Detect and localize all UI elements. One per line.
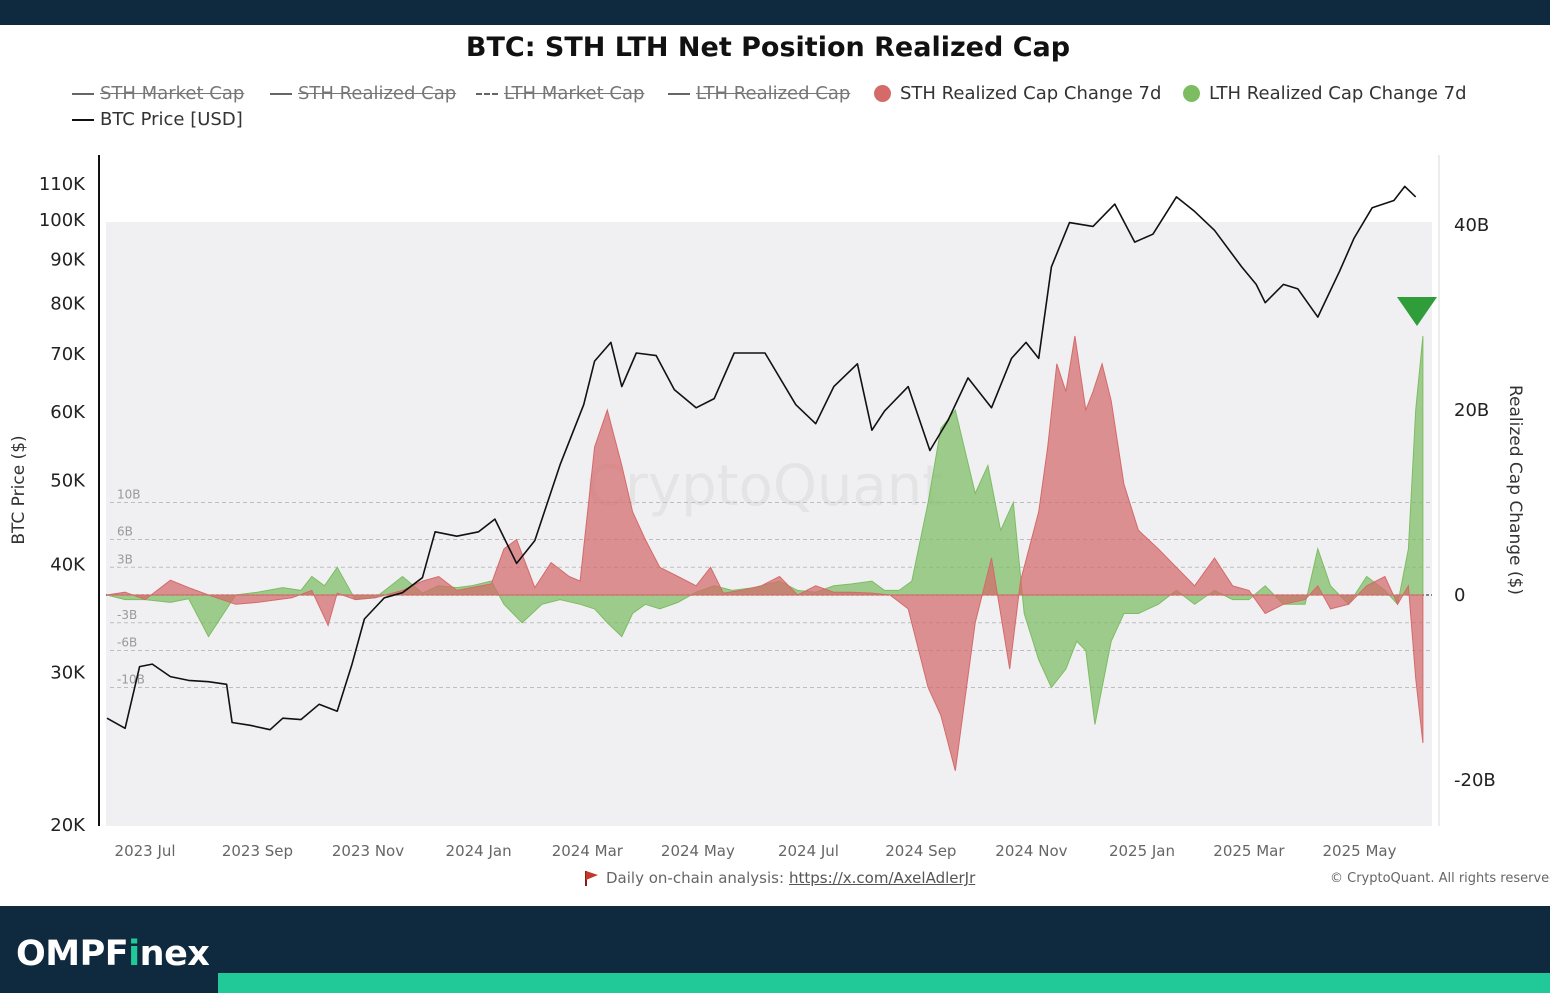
- left-tick-label: 70K: [50, 344, 86, 365]
- x-tick-label: 2024 Jan: [446, 842, 512, 860]
- legend-lth-realized-cap[interactable]: LTH Realized Cap: [668, 83, 850, 104]
- reference-line-label: 6B: [117, 525, 133, 539]
- legend-line-icon: [72, 118, 94, 121]
- top-banner: [0, 0, 1550, 25]
- legend-dashed-line-icon: [476, 92, 498, 95]
- legend-label: STH Realized Cap Change 7d: [900, 83, 1162, 104]
- price-series: [106, 185, 1417, 731]
- legend-sth-realized-cap-change[interactable]: STH Realized Cap Change 7d: [874, 83, 1161, 104]
- right-axis-label: Realized Cap Change ($): [1505, 385, 1525, 595]
- x-tick-label: 2023 Nov: [332, 842, 404, 860]
- legend-line-icon: [270, 92, 292, 95]
- legend-btc-price[interactable]: BTC Price [USD]: [72, 109, 243, 130]
- reference-line-label: 10B: [117, 488, 141, 502]
- left-tick-label: 110K: [39, 174, 86, 195]
- legend-dot-icon: [874, 85, 891, 102]
- legend-label: BTC Price [USD]: [100, 109, 243, 130]
- chart-title: BTC: STH LTH Net Position Realized Cap: [465, 32, 1071, 63]
- copyright-text: © CryptoQuant. All rights reserved: [1330, 871, 1550, 886]
- left-tick-label: 100K: [39, 210, 86, 231]
- legend-label: STH Realized Cap: [298, 83, 457, 104]
- x-tick-label: 2024 May: [661, 842, 735, 860]
- reference-line-label: -6B: [117, 636, 137, 650]
- right-tick-label: -20B: [1454, 770, 1496, 791]
- btc-price-line: [106, 185, 1417, 731]
- x-tick-label: 2024 Mar: [552, 842, 624, 860]
- legend-label: STH Market Cap: [100, 83, 245, 104]
- down-arrow-marker-icon: [1397, 297, 1437, 326]
- reference-line-label: 3B: [117, 552, 133, 566]
- legend-line-icon: [72, 92, 94, 95]
- x-tick-label: 2025 May: [1323, 842, 1397, 860]
- x-tick-label: 2024 Sep: [885, 842, 956, 860]
- x-tick-label: 2023 Jul: [115, 842, 176, 860]
- legend-sth-market-cap[interactable]: STH Market Cap: [72, 83, 244, 104]
- footer-note-link[interactable]: https://x.com/AxelAdlerJr: [789, 869, 976, 887]
- chart-canvas: CryptoQuant 10B 6B 3B -3B -6B -10B 20K 30K 40K 5…: [9, 155, 1525, 860]
- legend-lth-market-cap[interactable]: LTH Market Cap: [476, 83, 644, 104]
- area-series: [106, 335, 1424, 771]
- legend-label: LTH Realized Cap: [696, 83, 851, 104]
- right-tick-label: 0: [1454, 585, 1465, 606]
- legend-label: LTH Market Cap: [504, 83, 645, 104]
- reference-line-label: -10B: [117, 673, 145, 687]
- left-tick-label: 60K: [50, 402, 86, 423]
- x-tick-label: 2025 Jan: [1109, 842, 1175, 860]
- x-axis-ticks: 2023 Jul 2023 Sep 2023 Nov 2024 Jan 2024 Mar…: [115, 842, 1397, 860]
- legend-dot-icon: [1183, 85, 1200, 102]
- plot-area: [106, 222, 1432, 826]
- legend-lth-realized-cap-change[interactable]: LTH Realized Cap Change 7d: [1183, 83, 1467, 104]
- legend-label: LTH Realized Cap Change 7d: [1209, 83, 1467, 104]
- bottom-accent-strip: [218, 973, 1550, 993]
- flag-icon: [585, 871, 598, 886]
- x-tick-label: 2025 Mar: [1213, 842, 1285, 860]
- right-tick-label: 20B: [1454, 400, 1489, 421]
- left-tick-label: 90K: [50, 249, 86, 270]
- right-tick-label: 40B: [1454, 215, 1489, 236]
- left-axis-label: BTC Price ($): [9, 435, 29, 544]
- left-tick-label: 80K: [50, 294, 86, 315]
- footer-note-label: Daily on-chain analysis:: [606, 869, 784, 887]
- watermark-text: CryptoQuant: [586, 454, 944, 519]
- x-tick-label: 2024 Nov: [995, 842, 1067, 860]
- left-tick-label: 30K: [50, 663, 86, 684]
- sth-area: [106, 335, 1424, 771]
- left-tick-label: 40K: [50, 554, 86, 575]
- reference-line-label: -3B: [117, 608, 137, 622]
- x-tick-label: 2023 Sep: [222, 842, 293, 860]
- x-tick-label: 2024 Jul: [778, 842, 839, 860]
- right-axis-ticks: 40B 20B 0 -20B: [1454, 215, 1496, 791]
- legend-line-icon: [668, 92, 690, 95]
- left-tick-label: 50K: [50, 470, 86, 491]
- brand-logo: OMPFinex: [16, 934, 210, 974]
- left-axis-ticks: 20K 30K 40K 50K 60K 70K 80K 90K 100K 110K: [39, 174, 86, 836]
- footer-note: Daily on-chain analysis: https://x.com/A…: [582, 869, 975, 887]
- left-tick-label: 20K: [50, 815, 86, 836]
- legend-sth-realized-cap[interactable]: STH Realized Cap: [270, 83, 456, 104]
